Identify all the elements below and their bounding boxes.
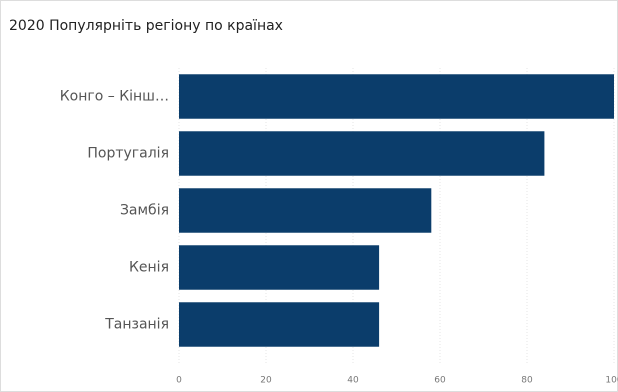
y-tick-label: Кенія: [129, 260, 169, 276]
bar: [179, 131, 545, 176]
y-tick-label: Конго – Кінш…: [60, 89, 169, 105]
x-tick-label: 60: [434, 376, 446, 386]
x-tick-label: 0: [176, 376, 182, 386]
y-tick-label: Замбія: [120, 203, 169, 219]
x-tick-label: 100: [605, 376, 618, 386]
x-tick-label: 80: [521, 376, 533, 386]
bar: [179, 245, 380, 290]
y-tick-label: Танзанія: [104, 317, 169, 333]
bar: [179, 188, 432, 233]
x-tick-label: 40: [347, 376, 359, 386]
bar: [179, 302, 380, 347]
y-tick-label: Португалія: [87, 146, 169, 162]
x-tick-label: 20: [260, 376, 272, 386]
chart-title: 2020 Популярніть регіону по країнах: [9, 18, 283, 34]
bar: [179, 74, 614, 119]
